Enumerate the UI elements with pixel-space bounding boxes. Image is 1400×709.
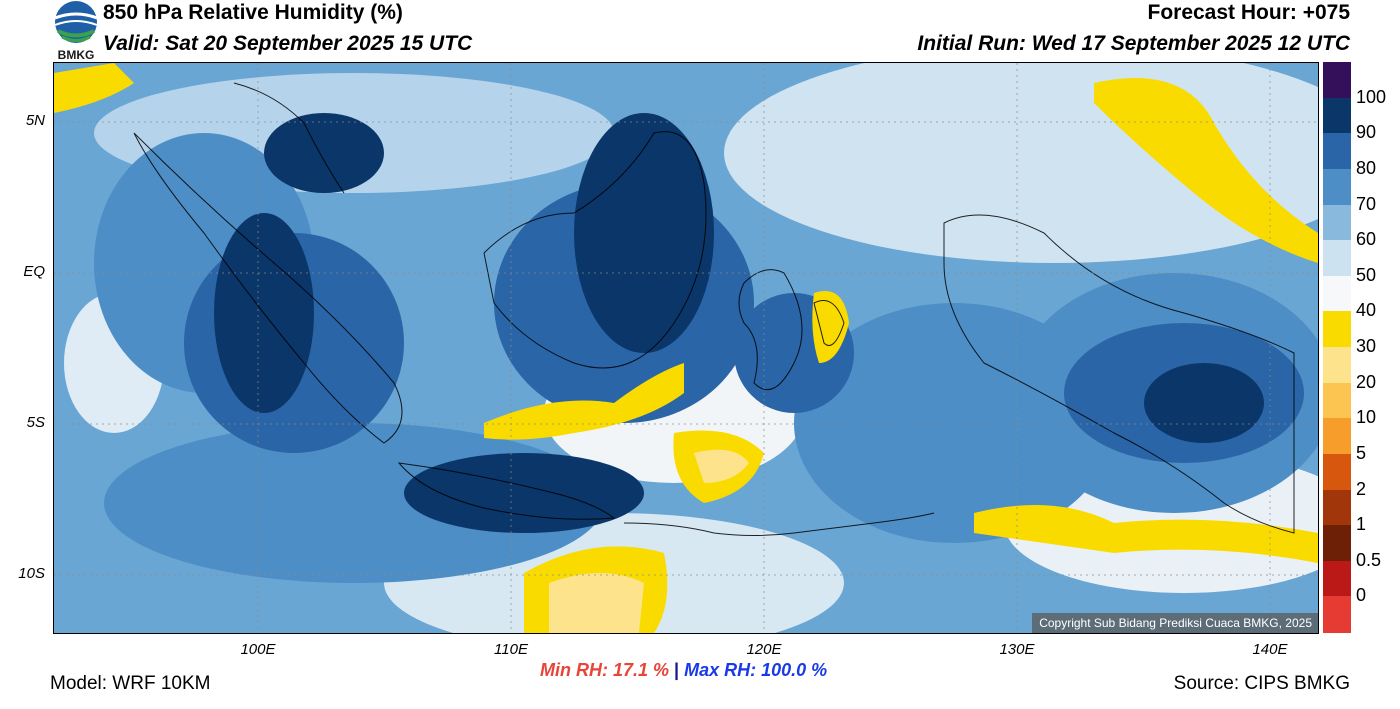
colorbar-cell [1323,133,1351,170]
colorbar-cell [1323,62,1351,99]
colorbar-label: 0 [1356,585,1367,606]
model-label: Model: WRF 10KM [50,673,211,694]
copyright-note: Copyright Sub Bidang Prediksi Cuaca BMKG… [1032,613,1318,633]
colorbar-label: 100 [1356,86,1387,107]
bmkg-logo: BMKG [50,0,102,62]
colorbar-label: 60 [1356,229,1377,250]
colorbar-cell [1323,382,1351,419]
lat-label-eq: EQ [23,263,45,280]
colorbar-cell [1323,418,1351,455]
colorbar-label: 90 [1356,122,1377,143]
lon-label-100e: 100E [240,641,276,658]
max-rh: Max RH: 100.0 % [684,660,828,680]
valid-time: Valid: Sat 20 September 2025 15 UTC [103,32,473,55]
separator: | [669,660,685,680]
colorbar-label: 40 [1356,300,1377,321]
humidity-field [54,63,1318,633]
lon-label-140e: 140E [1252,641,1288,658]
lat-label-5s: 5S [26,414,45,431]
forecast-hour: Forecast Hour: +075 [1147,1,1351,24]
colorbar-label: 70 [1356,193,1377,214]
colorbar-label: 50 [1356,264,1377,285]
colorbar-label: 80 [1356,157,1377,178]
colorbar-cell [1323,453,1351,490]
lat-label-10s: 10S [18,565,45,582]
colorbar-cell [1323,97,1351,134]
lon-label-120e: 120E [746,641,782,658]
colorbar-cell [1323,204,1351,241]
lat-label-5n: 5N [25,112,45,129]
humidity-map: Copyright Sub Bidang Prediksi Cuaca BMKG… [53,62,1319,634]
colorbar-cell [1323,596,1351,633]
colorbar-cell [1323,240,1351,277]
colorbar-cell [1323,560,1351,597]
colorbar [1323,62,1351,633]
colorbar-cell [1323,311,1351,348]
chart-title: 850 hPa Relative Humidity (%) [103,1,403,24]
source-label: Source: CIPS BMKG [1173,673,1350,694]
colorbar-cell [1323,347,1351,384]
colorbar-label: 0.5 [1356,549,1382,570]
logo-text: BMKG [58,48,95,62]
colorbar-label: 10 [1356,407,1377,428]
min-max-rh: Min RH: 17.1 % | Max RH: 100.0 % [540,660,827,681]
colorbar-cell [1323,275,1351,312]
colorbar-cell [1323,489,1351,526]
min-rh: Min RH: 17.1 % [540,660,670,680]
colorbar-label: 20 [1356,371,1377,392]
lon-label-130e: 130E [999,641,1035,658]
colorbar-cell [1323,525,1351,562]
colorbar-label: 1 [1356,514,1367,535]
colorbar-label: 2 [1356,478,1367,499]
colorbar-cell [1323,168,1351,205]
lon-label-110e: 110E [494,641,528,658]
colorbar-label: 5 [1356,442,1367,463]
colorbar-label: 30 [1356,336,1377,356]
initial-run: Initial Run: Wed 17 September 2025 12 UT… [917,32,1350,55]
